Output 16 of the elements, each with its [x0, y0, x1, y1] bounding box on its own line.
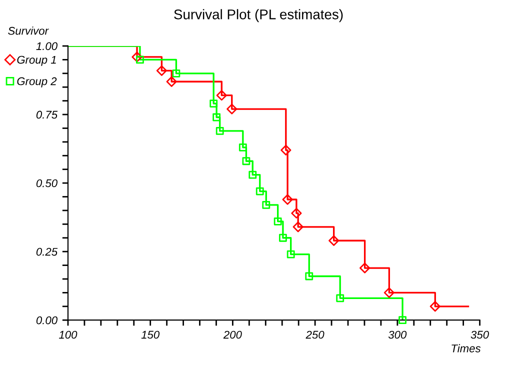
y-tick-label: 0.00 [36, 316, 58, 324]
y-tick-label: 0.25 [36, 248, 58, 256]
legend-label: Group 1 [17, 56, 56, 66]
y-tick-label: 1.00 [36, 42, 58, 50]
y-tick-label: 0.75 [36, 110, 58, 119]
x-tick-label: 150 [141, 330, 160, 339]
x-tick-label: 300 [388, 330, 407, 339]
x-tick-label: 100 [59, 330, 78, 339]
y-tick-label: 0.50 [36, 179, 58, 188]
x-tick-label: 250 [306, 330, 324, 339]
chart-title: Survival Plot (PL estimates) [174, 9, 343, 22]
x-tick-label: 200 [223, 330, 242, 339]
x-axis-title: Times [452, 344, 481, 352]
legend-label: Group 2 [17, 77, 57, 88]
y-axis-title: Survivor [8, 26, 49, 35]
x-tick-label: 350 [470, 330, 489, 339]
